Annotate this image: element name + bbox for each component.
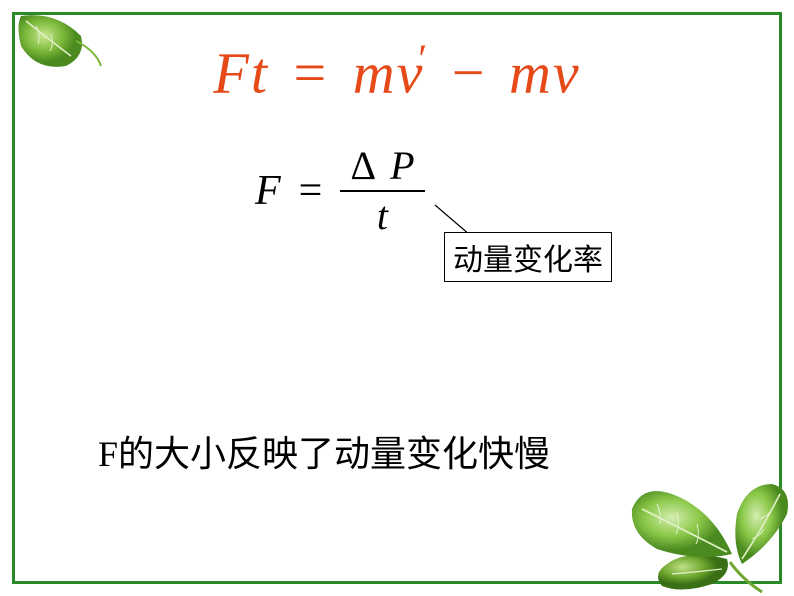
eq2-equals: = (299, 167, 323, 215)
eq2-P: P (390, 143, 414, 188)
eq-F: F (213, 40, 250, 105)
secondary-equation: F = Δ P t (255, 145, 425, 237)
eq2-delta: Δ (350, 143, 376, 188)
eq-m1: m (353, 40, 397, 105)
eq-m2: m (509, 40, 553, 105)
eq-t: t (251, 40, 269, 105)
eq-equals: = (293, 40, 328, 105)
eq-prime: ′ (418, 36, 429, 81)
eq2-t: t (367, 192, 398, 237)
eq-v2: v (553, 40, 581, 105)
eq2-F: F (255, 167, 281, 215)
eq2-fraction: Δ P t (340, 145, 424, 237)
leaf-decoration-bottom-right (612, 454, 792, 594)
main-equation: Ft = mv′ − mv (0, 35, 794, 106)
description-text: F的大小反映了动量变化快慢 (98, 425, 550, 477)
annotation-box: 动量变化率 (444, 232, 612, 282)
eq-minus: − (452, 40, 487, 105)
